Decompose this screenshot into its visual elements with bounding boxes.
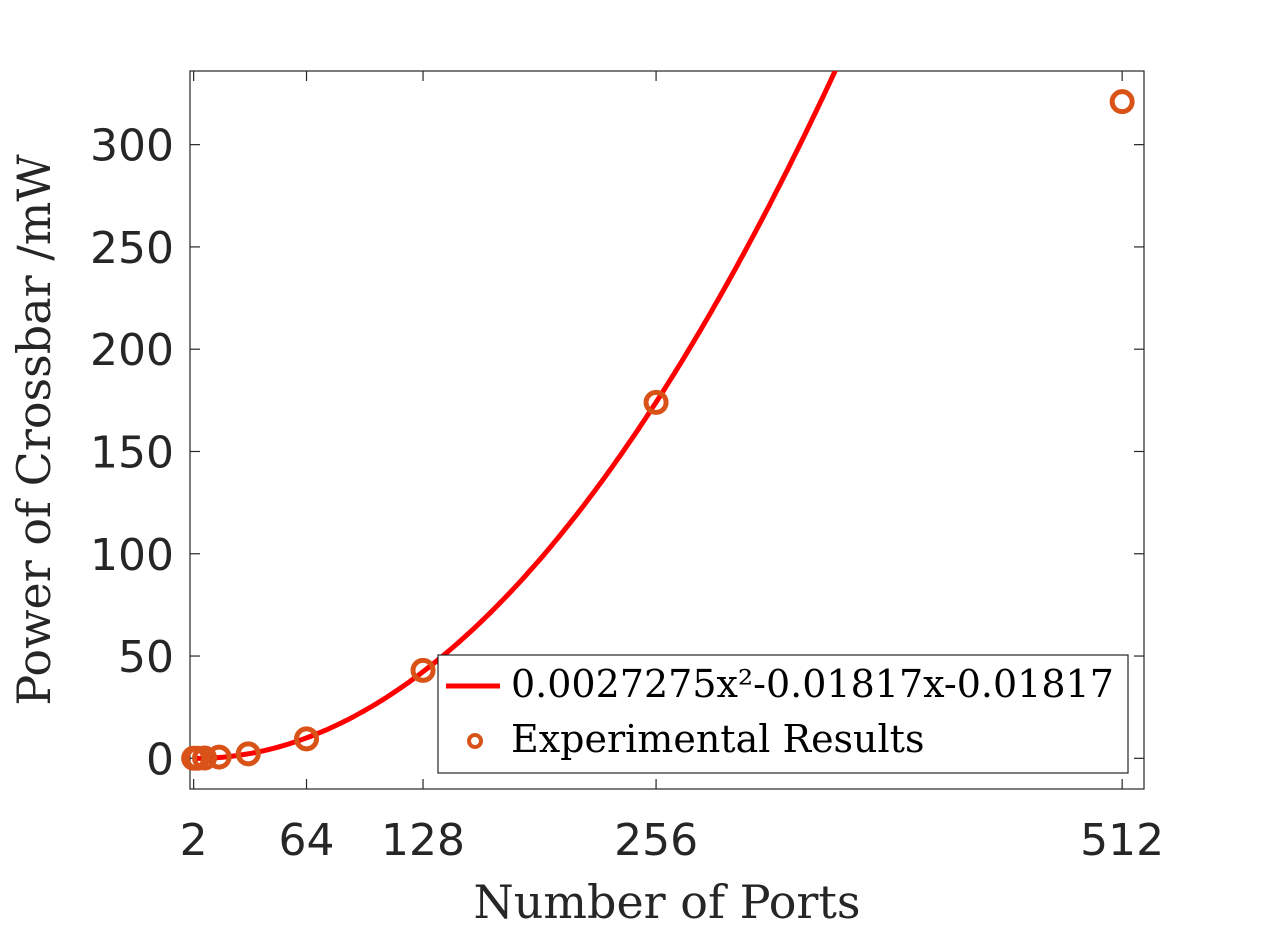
y-tick-label: 200 bbox=[90, 325, 174, 376]
x-tick-label: 64 bbox=[279, 815, 335, 866]
x-axis-label: Number of Ports bbox=[474, 875, 861, 929]
x-tick-label: 128 bbox=[381, 815, 465, 866]
x-tick-label: 512 bbox=[1080, 815, 1164, 866]
experimental-point bbox=[1109, 89, 1135, 115]
legend-marker-swatch bbox=[467, 733, 483, 749]
y-tick-label: 100 bbox=[90, 530, 174, 581]
experimental-point bbox=[192, 745, 218, 771]
y-tick-label: 150 bbox=[90, 427, 174, 478]
y-axis-label: Power of Crossbar /mW bbox=[7, 154, 61, 706]
y-tick-label: 0 bbox=[146, 734, 174, 785]
y-tick-label: 50 bbox=[118, 632, 174, 683]
fit-curve bbox=[193, 71, 838, 761]
axis-ticks bbox=[190, 71, 1144, 789]
experimental-point bbox=[294, 726, 320, 752]
x-tick-label: 256 bbox=[614, 815, 698, 866]
experimental-point bbox=[643, 389, 669, 415]
experimental-point bbox=[206, 744, 232, 770]
legend-label-fit: 0.0027275x²-0.01817x-0.01817 bbox=[511, 662, 1114, 706]
experimental-point bbox=[235, 741, 261, 767]
fit-line-group bbox=[193, 71, 838, 761]
legend-box bbox=[437, 654, 1129, 774]
tick-labels: 2 64 128 256 512 0 50 100 150 200 250 300 bbox=[90, 121, 1164, 866]
experimental-markers bbox=[181, 89, 1135, 771]
legend: 0.0027275x²-0.01817x-0.01817 Experimenta… bbox=[437, 654, 1129, 774]
x-tick-label: 2 bbox=[180, 815, 208, 866]
y-tick-label: 250 bbox=[90, 223, 174, 274]
experimental-point bbox=[410, 657, 436, 683]
legend-label-experimental: Experimental Results bbox=[511, 717, 924, 761]
y-tick-label: 300 bbox=[90, 121, 174, 172]
